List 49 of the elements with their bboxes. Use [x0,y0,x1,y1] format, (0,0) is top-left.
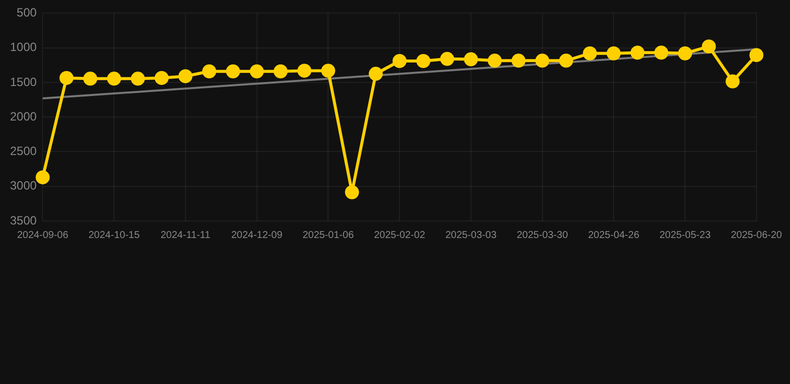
point [226,64,240,78]
point [654,46,668,60]
point [440,52,454,66]
point [274,64,288,78]
point [416,54,430,68]
y-tick-label: 3500 [10,213,38,228]
point [250,64,264,78]
point [107,72,122,86]
x-tick-label: 2025-06-20 [730,230,782,241]
point [154,70,169,85]
point [321,64,336,78]
x-tick-label: 2025-03-30 [516,230,568,241]
point [83,72,98,86]
point [464,52,478,66]
point [678,46,692,60]
point [392,54,407,68]
point [512,54,526,68]
point [582,46,597,60]
y-tick-label: 1500 [10,74,38,89]
y-tick-label: 2000 [10,109,38,124]
point [535,54,550,68]
point [202,64,216,78]
point [630,46,644,60]
y-tick-label: 500 [16,6,38,20]
x-tick-label: 2025-02-02 [374,230,426,241]
x-tick-label: 2024-11-11 [160,230,211,241]
x-tick-label: 2025-05-23 [659,230,712,241]
x-tick-label: 2025-01-06 [302,230,354,241]
x-tick-label: 2024-10-15 [88,230,140,241]
point [702,39,716,54]
point [344,185,359,200]
point [488,54,502,68]
y-tick-label: 1000 [10,40,38,54]
point [749,48,764,62]
point [36,170,50,184]
y-tick-label: 3000 [10,178,38,193]
y-tick-label: 2500 [10,144,38,158]
x-tick-label: 2024-12-09 [231,230,283,241]
point [559,54,574,68]
x-tick-label: 2025-04-26 [588,230,640,241]
point [726,74,740,88]
x-tick-label: 2024-09-06 [17,230,69,241]
point [59,70,74,85]
x-tick-label: 2025-03-03 [445,230,497,241]
point [606,46,621,60]
point [130,72,145,86]
point [368,66,383,81]
point [178,69,192,84]
point [297,64,312,78]
